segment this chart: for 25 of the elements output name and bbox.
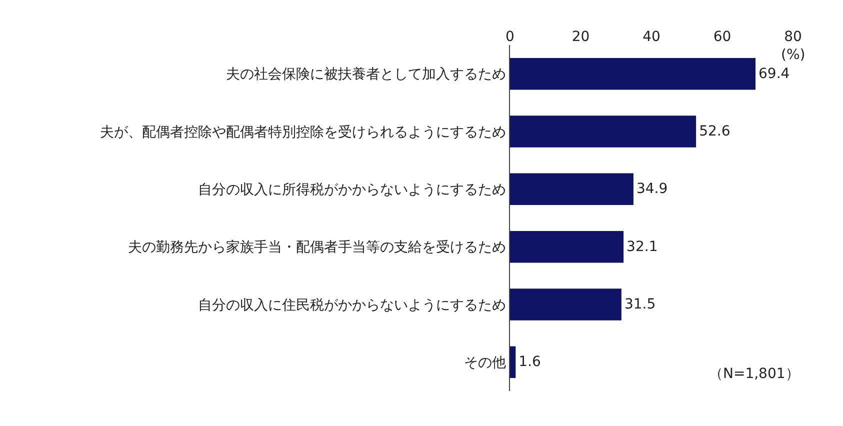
bar [510, 116, 696, 148]
data-label: 69.4 [758, 66, 790, 82]
y-tick-label: 夫の社会保険に被扶養者として加入するため [226, 66, 506, 83]
y-tick-label: 夫が、配偶者控除や配偶者特別控除を受けられるようにするため [100, 124, 506, 140]
x-tick-label: 60 [713, 29, 732, 46]
x-tick-label: 20 [572, 29, 590, 46]
y-tick-label: 自分の収入に住民税がかからないようにするため [198, 297, 506, 314]
data-label: 52.6 [699, 124, 730, 140]
x-tick-label: 80 [784, 29, 802, 46]
x-tick-label: 0 [506, 29, 514, 46]
x-tick-label: 40 [642, 29, 660, 46]
y-tick-label: 自分の収入に所得税がかからないようにするため [198, 182, 506, 198]
bar [510, 346, 516, 378]
y-tick-label: その他 [464, 355, 506, 372]
annotation: （N=1,801） [709, 366, 800, 382]
y-tick-label: 夫の勤務先から家族手当・配偶者手当等の支給を受けるため [128, 240, 506, 256]
data-label: 32.1 [626, 238, 658, 255]
data-label: 31.5 [624, 296, 656, 312]
bar [510, 230, 624, 263]
x-axis-title: (%) [781, 47, 806, 63]
bar [510, 288, 622, 320]
data-label: 34.9 [636, 181, 668, 198]
data-label: 1.6 [518, 354, 542, 370]
bar [510, 58, 756, 90]
bar [510, 173, 634, 206]
